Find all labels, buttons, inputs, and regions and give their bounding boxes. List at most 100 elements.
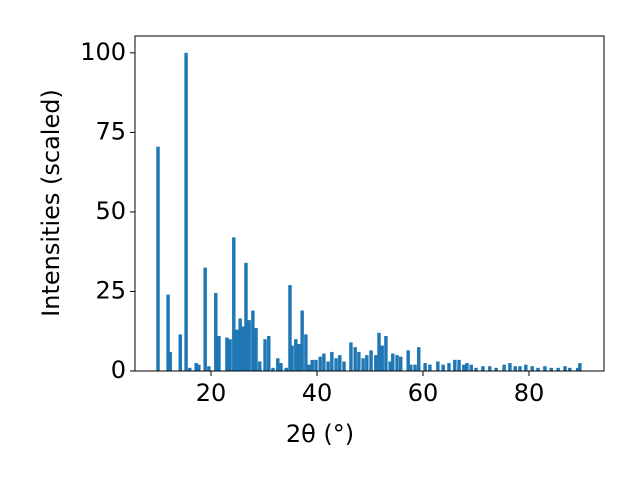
bar <box>168 351 172 371</box>
bar <box>238 318 242 371</box>
bar <box>297 343 301 371</box>
bar <box>357 351 361 371</box>
bar <box>518 366 522 371</box>
bar <box>543 366 547 371</box>
bar <box>481 366 485 371</box>
plot-frame <box>134 35 605 372</box>
bar <box>217 336 221 371</box>
bar <box>361 358 365 371</box>
y-tick-label: 0 <box>111 356 126 384</box>
bar <box>263 339 267 371</box>
bar <box>399 356 403 371</box>
bar <box>251 310 255 371</box>
bar <box>349 342 353 371</box>
bar <box>576 367 580 371</box>
bar <box>247 320 251 371</box>
bar <box>409 364 413 371</box>
x-axis-label: 2θ (°) <box>286 420 354 448</box>
bar <box>388 361 392 371</box>
bar <box>314 359 318 371</box>
bar <box>384 336 388 371</box>
bar <box>235 329 239 371</box>
bar <box>395 355 399 371</box>
bar <box>513 366 517 371</box>
x-tick-label: 60 <box>408 379 439 407</box>
bar <box>276 358 280 371</box>
bar <box>304 334 308 371</box>
bar <box>254 328 258 371</box>
bar <box>244 262 248 371</box>
bar <box>310 359 314 371</box>
bar <box>369 350 373 371</box>
bar <box>457 359 461 371</box>
bar <box>318 356 322 371</box>
bar <box>406 350 410 371</box>
x-tick-label: 40 <box>302 379 333 407</box>
bar <box>279 363 283 371</box>
y-tick-label: 100 <box>80 38 126 66</box>
bar <box>353 347 357 371</box>
y-tick-label: 75 <box>95 117 126 145</box>
bar <box>326 361 330 371</box>
y-axis-label: Intensities (scaled) <box>37 89 65 317</box>
bar <box>453 359 457 371</box>
bar <box>502 364 506 371</box>
bar <box>413 364 417 371</box>
bar <box>524 364 528 371</box>
bar <box>284 367 288 371</box>
bar <box>178 334 182 371</box>
bar <box>225 337 229 371</box>
y-tick-label: 25 <box>95 276 126 304</box>
bar <box>322 353 326 371</box>
bar <box>338 355 342 371</box>
bar <box>447 363 451 371</box>
bar <box>578 363 582 371</box>
bar <box>207 366 211 371</box>
bar <box>530 366 534 371</box>
bar <box>203 267 207 371</box>
bar <box>241 326 245 371</box>
bar <box>474 367 478 371</box>
bar <box>267 336 271 371</box>
y-tick-label: 50 <box>95 197 126 225</box>
x-tick-label: 80 <box>514 379 545 407</box>
bar <box>307 364 311 371</box>
bar <box>258 361 262 371</box>
bar <box>469 364 473 371</box>
bar <box>374 355 378 371</box>
bar <box>232 237 236 371</box>
bar <box>214 293 218 371</box>
bar <box>536 367 540 371</box>
bar <box>568 367 572 371</box>
bar <box>494 367 498 371</box>
bar <box>441 364 445 371</box>
bar <box>563 366 567 371</box>
bar <box>294 339 298 371</box>
bar <box>197 364 201 371</box>
bar <box>156 146 160 371</box>
bar <box>300 310 304 371</box>
bar <box>228 339 232 371</box>
bar <box>342 361 346 371</box>
bar <box>365 355 369 371</box>
bar <box>428 364 432 371</box>
bar <box>288 285 292 371</box>
bar <box>549 367 553 371</box>
bar <box>194 363 198 371</box>
bar <box>334 358 338 371</box>
bar <box>488 366 492 371</box>
bar <box>462 364 466 371</box>
bar <box>184 52 188 371</box>
bar <box>166 294 170 371</box>
bar <box>508 363 512 371</box>
bar <box>423 363 427 371</box>
bar <box>188 367 192 371</box>
bar <box>391 353 395 371</box>
bar <box>417 347 421 371</box>
bar <box>271 367 275 371</box>
bar <box>377 332 381 371</box>
bar <box>380 345 384 371</box>
bar <box>556 367 560 371</box>
